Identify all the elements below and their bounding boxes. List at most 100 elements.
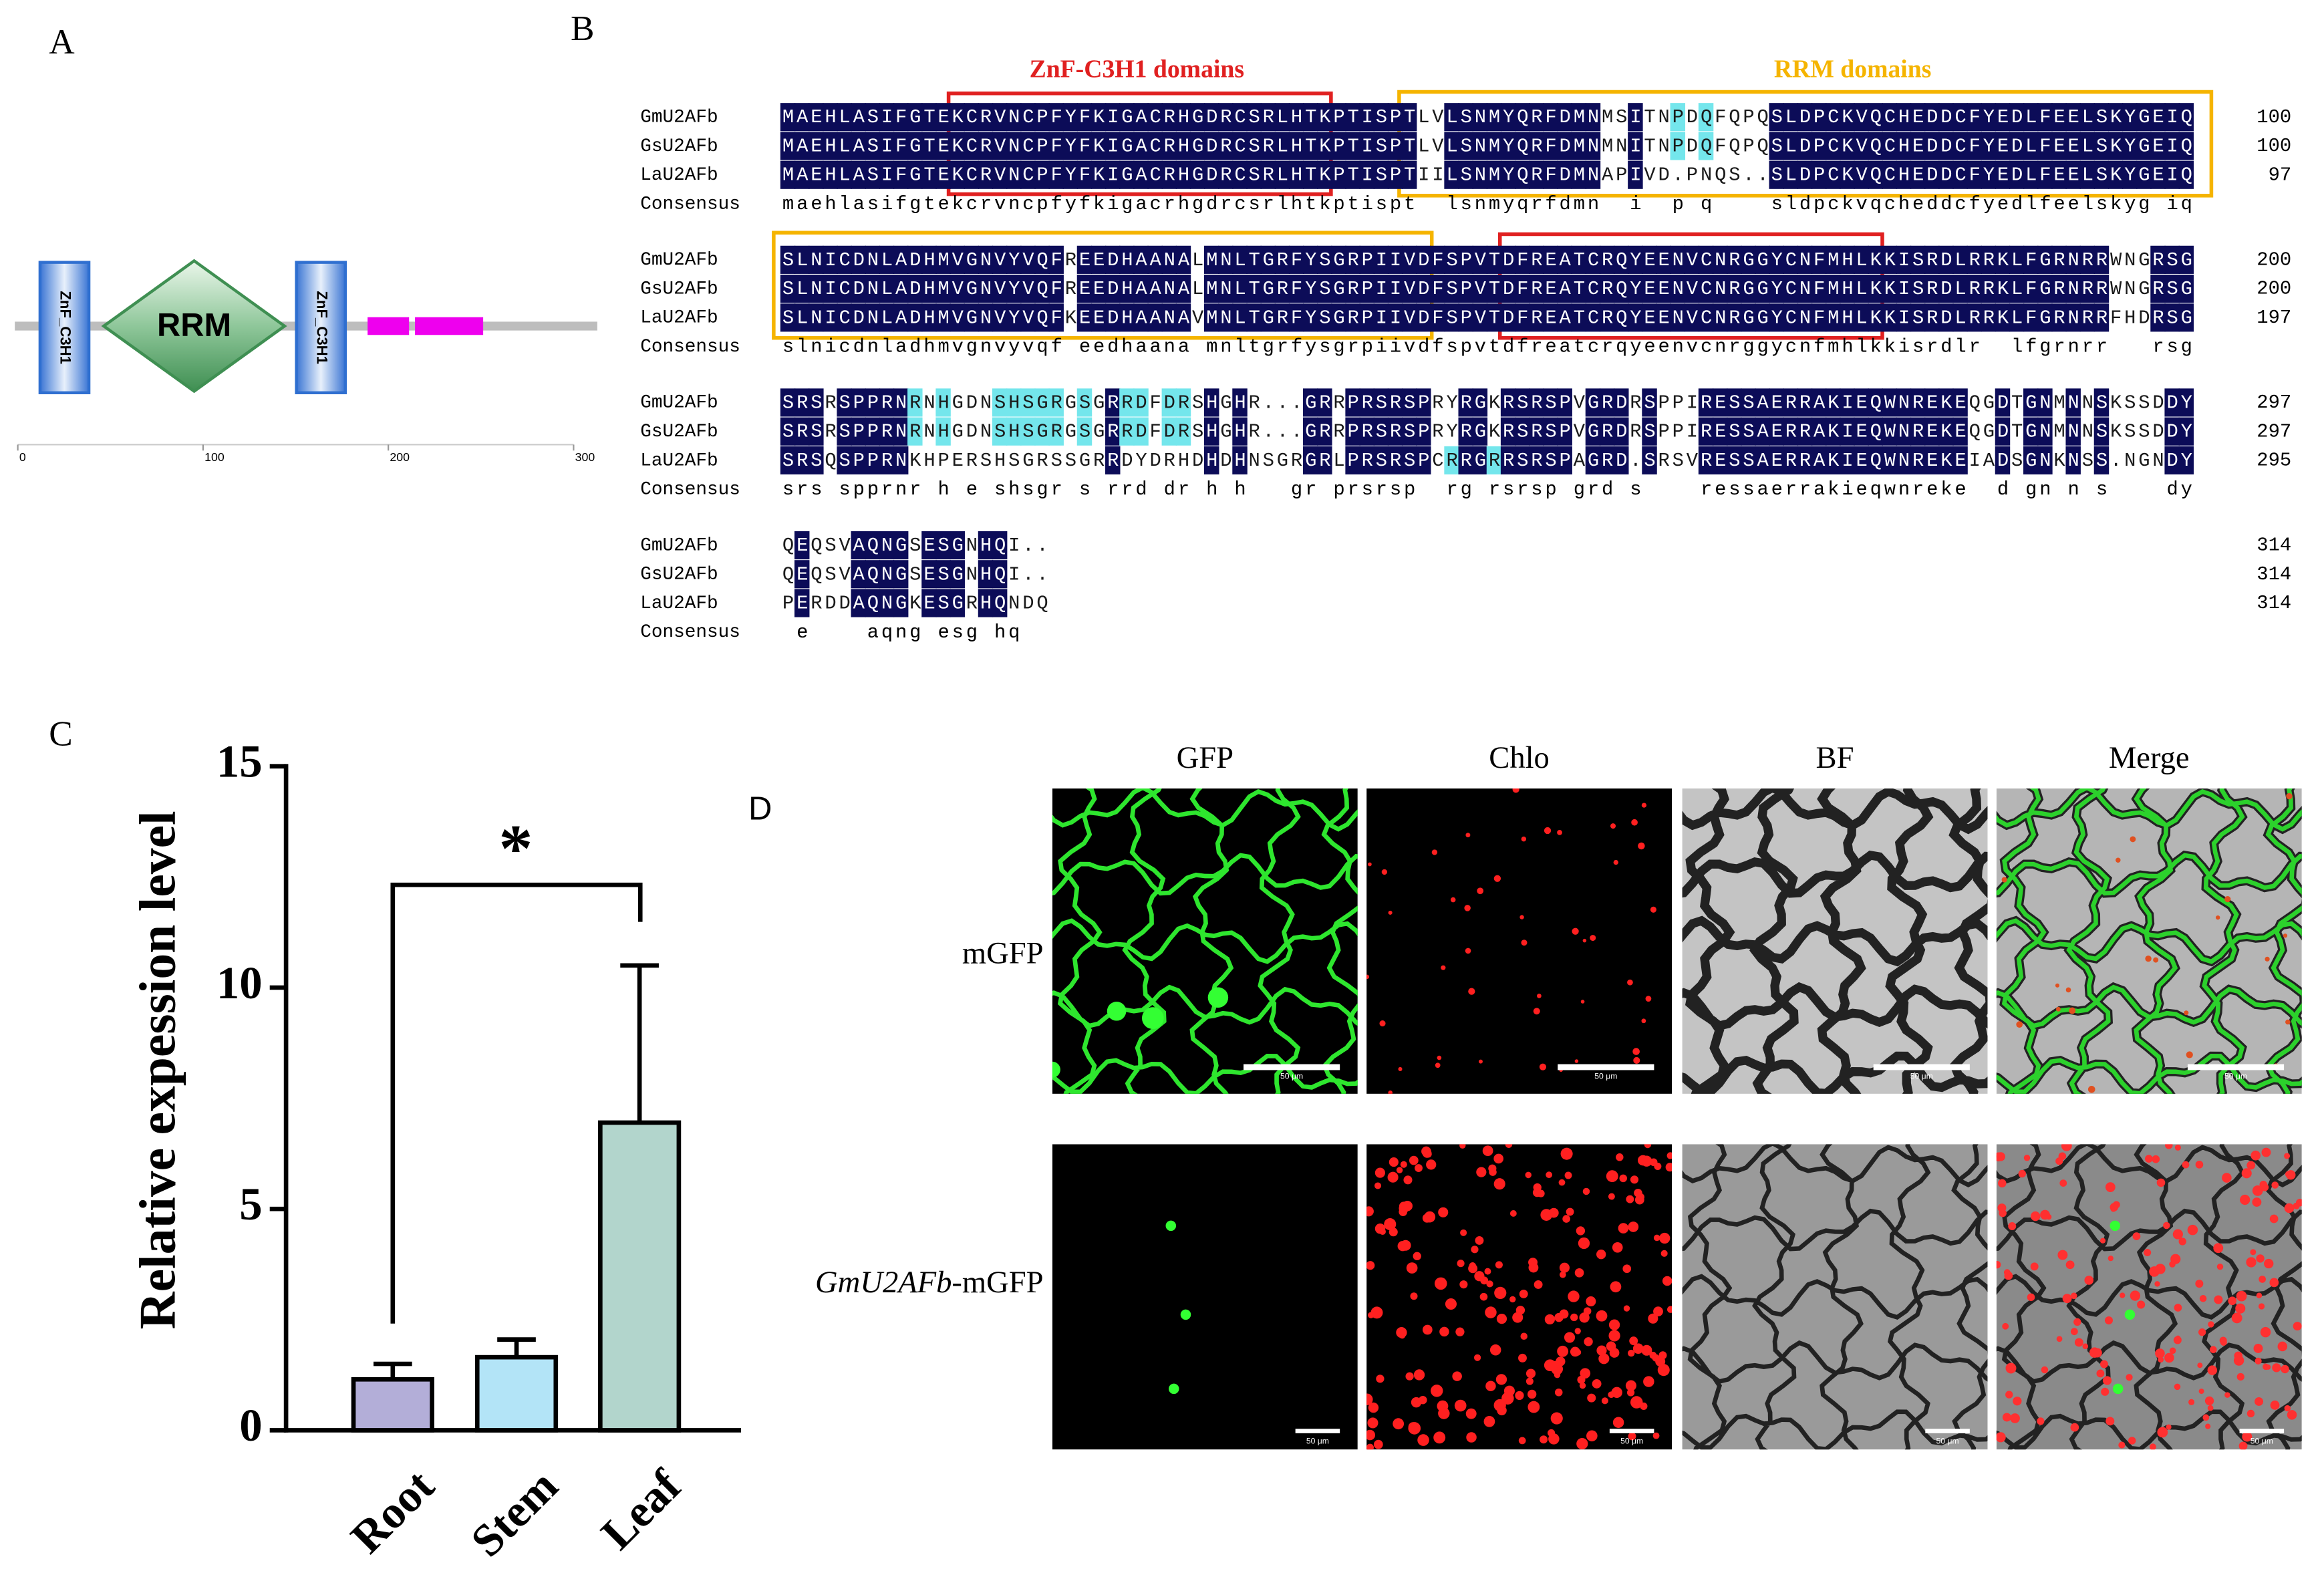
chloroplast [1665,1163,1673,1172]
chloroplast [2284,1405,2291,1412]
residue-highlight [1924,132,1940,160]
chloroplast [2265,956,2270,962]
residue-highlight [1331,103,1346,132]
residue-highlight [1034,303,1050,332]
residue-highlight [879,303,895,332]
residue-highlight [1373,446,1389,475]
chloroplast [2061,1144,2072,1151]
residue-highlight [1246,275,1262,303]
chloroplast [2271,1181,2279,1189]
micrograph [1052,1144,1358,1450]
residue-highlight [1020,388,1036,417]
y-tick-label: 5 [239,1179,262,1230]
chloroplast [2277,1341,2288,1352]
residue-highlight [2164,388,2180,417]
chloroplast [1576,1437,1588,1450]
chloroplast [1367,1417,1378,1429]
chloroplast [1424,1150,1432,1158]
residue-highlight [837,275,852,303]
residue-highlight [1302,388,1318,417]
chloroplast [2154,1281,2160,1287]
domain-diamond [101,259,287,394]
chloroplast [1660,1250,1668,1257]
residue-highlight [1712,275,1728,303]
chloroplast [2037,1417,2045,1425]
residue-highlight [2023,303,2039,332]
chloroplast [2056,1336,2063,1342]
residue-highlight [2065,417,2081,446]
residue-highlight [2178,388,2194,417]
residue-highlight [1076,303,1093,332]
residue-highlight [992,589,1008,617]
residue-highlight [1755,388,1770,417]
residue-highlight [1133,417,1149,446]
residue-highlight [1387,160,1403,189]
domain-box [38,261,91,395]
residue-highlight [921,560,937,589]
chloroplast [1537,994,1542,998]
residue-highlight [1698,103,1714,132]
residue-highlight [1571,303,1587,332]
residue-highlight [1274,275,1290,303]
residue-highlight [1500,245,1516,274]
residue-highlight [1896,446,1912,475]
residue-highlight [992,560,1008,589]
residue-highlight [1727,303,1742,332]
residue-highlight [1854,103,1869,132]
residue-highlight [1133,303,1149,332]
chloroplast [1598,1353,1610,1364]
chloroplast [1641,1018,1646,1024]
chloroplast [2104,1316,2113,1325]
chloroplast [1468,988,1475,995]
chloroplast [1422,1324,1433,1335]
residue-highlight [1500,417,1516,446]
chloroplast [2065,987,2071,993]
residue-highlight [2136,103,2152,132]
residue-highlight [921,589,937,617]
seq-name: GsU2AFb [640,422,718,442]
chloroplast [1586,1430,1598,1442]
residue-highlight [1288,132,1304,160]
chloroplast [1495,1261,1503,1269]
residue-highlight [921,245,937,274]
residue-highlight [950,560,965,589]
residue-highlight [1868,417,1883,446]
residue-highlight [1840,245,1855,274]
residue-highlight [1783,303,1799,332]
residue-highlight [2178,303,2194,332]
residue-highlight [1387,417,1403,446]
residue-highlight [1331,132,1346,160]
domain-label: ZnF_C3H1 [57,291,74,364]
residue-highlight [1599,275,1615,303]
residue-highlight [865,132,881,160]
residue-highlight [1006,160,1022,189]
highlight-layer [794,560,1008,589]
position-number: 314 [2257,535,2291,557]
residue-highlight [1952,160,1968,189]
chloroplast [2265,1364,2271,1370]
chloroplast [1486,1280,1493,1288]
residue-highlight [935,132,951,160]
consensus-label: Consensus [640,337,740,357]
residue-highlight [907,103,923,132]
residue-highlight [1797,417,1813,446]
residue-highlight [1133,245,1149,274]
residue-highlight [1571,132,1587,160]
residue-highlight [1232,275,1248,303]
residue-highlight [1741,446,1756,475]
residue-highlight [1698,303,1714,332]
residue-highlight [1981,160,1997,189]
chloroplast [2250,1249,2257,1256]
residue-highlight [780,446,796,475]
residue-highlight [1543,245,1558,274]
residue-highlight [1811,446,1827,475]
chloroplast [1574,1059,1579,1063]
chloroplast [2108,1256,2114,1262]
image-bg [1052,1144,1358,1450]
residue-highlight [1769,160,1785,189]
chloroplast [1528,1262,1539,1273]
residue-highlight [1076,245,1093,274]
chloroplast [1482,1145,1493,1157]
